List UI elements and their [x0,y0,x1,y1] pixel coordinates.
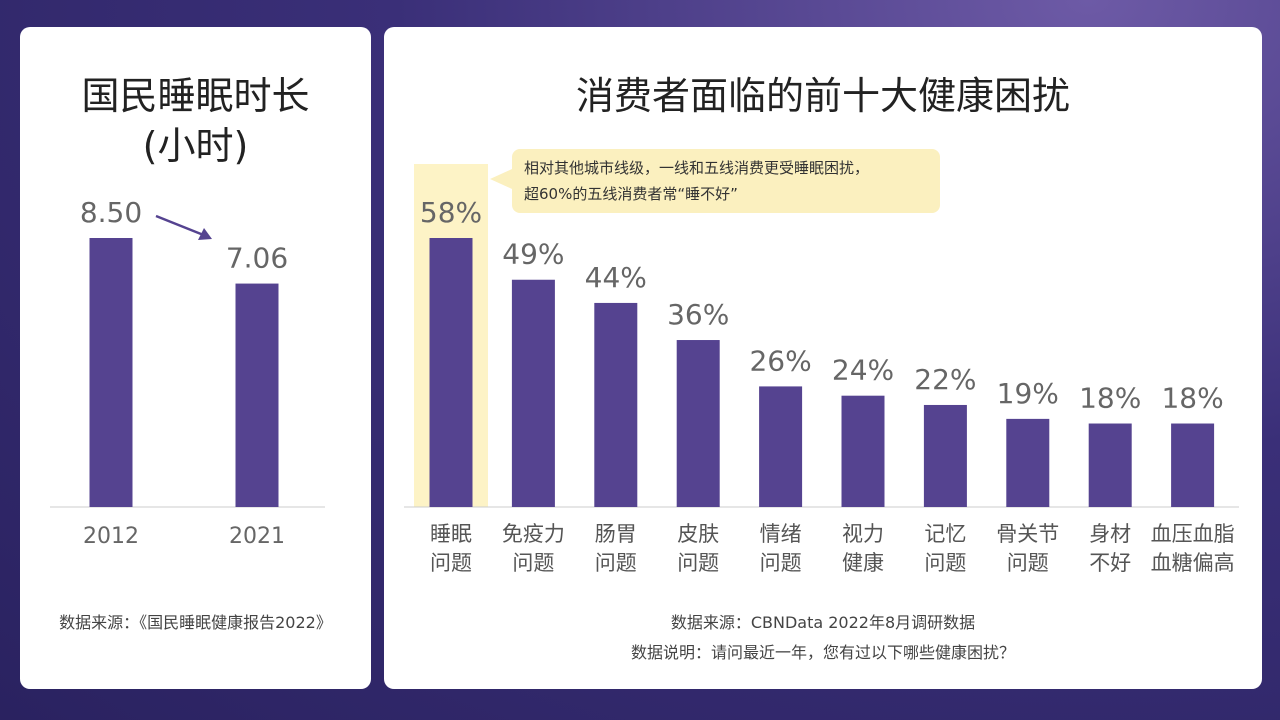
bar-5 [841,395,885,507]
category-label-4-line1: 情绪 [760,522,802,546]
value-label-8: 18% [1079,382,1141,415]
bar-7 [1006,418,1050,507]
value-label-2012: 8.50 [80,196,142,229]
value-label-5: 24% [832,354,894,387]
right-note: 数据说明：请问最近一年，您有过以下哪些健康困扰？ [630,643,1015,662]
bar-0 [429,238,473,507]
bar-6 [923,404,967,507]
sleep-duration-chart: 8.50 2012 7.06 2021 [50,196,325,549]
category-label-5-line1: 视力 [842,522,884,546]
trend-arrow-head [198,228,212,240]
value-label-0: 58% [420,196,482,229]
callout-note: 相对其他城市线级，一线和五线消费更受睡眠困扰， 超60%的五线消费者常“睡不好” [512,149,940,213]
left-title-line1: 国民睡眠时长 [81,74,310,118]
category-label-3-line1: 皮肤 [677,522,719,546]
left-chart-title: 国民睡眠时长 (小时) [20,71,371,171]
category-label-1-line2: 问题 [512,551,554,575]
bar-2021 [235,283,279,507]
value-label-7: 19% [997,377,1059,410]
left-title-line2: (小时) [142,124,249,168]
category-label-7-line2: 问题 [1007,551,1049,575]
value-label-2021: 7.06 [226,242,288,275]
bar-1 [511,279,555,507]
bar-8 [1088,423,1132,507]
category-label-8-line2: 不好 [1089,551,1131,575]
callout-tail [490,169,512,189]
category-label-2021: 2021 [229,524,285,549]
value-label-3: 36% [667,298,729,331]
value-label-4: 26% [749,344,811,377]
category-label-0-line1: 睡眠 [430,522,472,546]
right-card: 消费者面临的前十大健康困扰 58% 睡眠问题 49% 免疫力问题 44% 肠胃问题 36% 皮… [384,27,1262,689]
category-label-2012: 2012 [83,524,139,549]
value-label-9: 18% [1161,382,1223,415]
category-label-9-line2: 血糖偏高 [1151,551,1235,575]
bar-2 [594,302,638,507]
category-label-2-line2: 问题 [595,551,637,575]
category-label-3-line2: 问题 [677,551,719,575]
category-label-0-line2: 问题 [430,551,472,575]
callout-line1: 相对其他城市线级，一线和五线消费更受睡眠困扰， [524,159,870,177]
left-source: 数据来源：《国民睡眠健康报告2022》 [59,613,332,632]
bar-3 [676,340,720,507]
category-label-6-line2: 问题 [924,551,966,575]
value-label-1: 49% [502,238,564,271]
callout-line2: 超60%的五线消费者常“睡不好” [524,185,738,203]
bar-9 [1171,423,1215,507]
category-label-5-line2: 健康 [842,551,884,575]
category-label-2-line1: 肠胃 [595,522,637,546]
bar-2012 [89,238,133,507]
category-label-9-line1: 血压血脂 [1151,522,1235,546]
right-source: 数据来源：CBNData 2022年8月调研数据 [670,613,976,632]
category-label-7-line1: 骨关节 [996,522,1059,546]
category-label-6-line1: 记忆 [924,522,966,546]
left-card: 国民睡眠时长 (小时) 8.50 2012 7.06 2021 数据来源：《国民睡眠健… [20,27,371,689]
category-label-4-line2: 问题 [760,551,802,575]
category-label-8-line1: 身材 [1089,522,1131,546]
category-label-1-line1: 免疫力 [502,522,565,546]
right-chart-title: 消费者面临的前十大健康困扰 [575,74,1070,118]
bar-4 [759,386,803,507]
value-label-2: 44% [585,261,647,294]
trend-arrow-line [155,214,207,238]
value-label-6: 22% [914,363,976,396]
